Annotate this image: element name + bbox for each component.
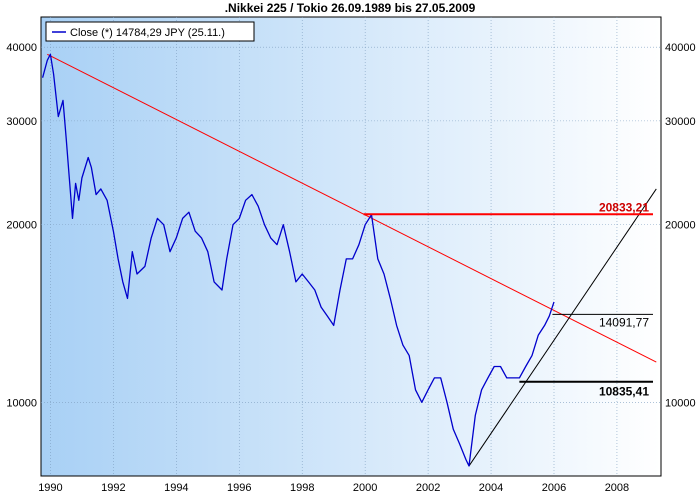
x-tick-label: 1994 [164, 482, 188, 494]
legend-box [45, 21, 255, 42]
y-tick-label-left: 30000 [6, 116, 37, 128]
y-tick-label-right: 40000 [665, 42, 696, 54]
level-label-20833: 20833,21 [599, 200, 649, 214]
x-tick-label: 1998 [290, 482, 314, 494]
x-tick-label: 1990 [38, 482, 62, 494]
y-tick-label-right: 20000 [665, 220, 696, 232]
trend-lines [47, 53, 657, 467]
annotations: 20833,21 14091,77 10835,41 [363, 200, 653, 399]
x-axis: 1990 1992 1994 1996 1998 2000 2002 2004 2006 2008 [38, 482, 629, 494]
y-tick-label-left: 10000 [6, 397, 37, 409]
series-layer [41, 53, 555, 467]
x-tick-label: 2004 [479, 482, 503, 494]
level-label-10835: 10835,41 [599, 385, 649, 399]
chart-title: .Nikkei 225 / Tokio 26.09.1989 bis 27.05… [224, 1, 476, 15]
legend-label: Close (*) 14784,29 JPY (25.11.) [70, 27, 225, 39]
level-label-14091: 14091,77 [599, 315, 649, 329]
x-tick-label: 1992 [101, 482, 125, 494]
x-tick-label: 1996 [227, 482, 251, 494]
y-tick-label-left: 40000 [6, 42, 37, 54]
x-tick-label: 2002 [416, 482, 440, 494]
x-tick-label: 2008 [605, 482, 629, 494]
y-tick-label-left: 20000 [6, 220, 37, 232]
series-line-close [41, 53, 555, 467]
y-tick-label-right: 10000 [665, 397, 696, 409]
support-trend-line [468, 188, 657, 467]
resistance-trend-line [47, 53, 657, 363]
x-tick-label: 2006 [542, 482, 566, 494]
y-tick-label-right: 30000 [665, 116, 696, 128]
x-tick-label: 2000 [353, 482, 377, 494]
legend: Close (*) 14784,29 JPY (25.11.) [45, 21, 255, 42]
grid [41, 17, 661, 476]
y-axis: 10000 10000 20000 20000 30000 30000 40000 40000 [6, 42, 695, 409]
plot-area [40, 16, 662, 477]
